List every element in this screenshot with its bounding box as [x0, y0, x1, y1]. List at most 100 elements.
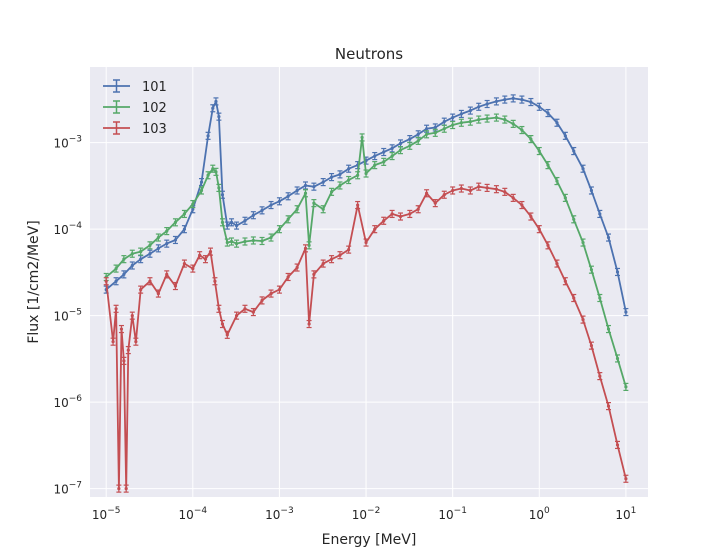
x-tick-label: 101 [615, 506, 636, 522]
plot-area [90, 67, 648, 497]
data-point [214, 99, 218, 104]
data-point [468, 108, 472, 113]
x-tick-base: 10 [352, 508, 367, 522]
data-point [122, 257, 126, 261]
data-point [191, 207, 195, 211]
data-point [220, 193, 225, 197]
data-point [581, 318, 585, 322]
data-point [511, 122, 515, 126]
data-point [114, 266, 118, 271]
data-point [338, 253, 342, 257]
data-point [173, 220, 178, 224]
data-point [199, 180, 204, 184]
data-point [286, 217, 290, 221]
data-point [139, 288, 143, 292]
data-point [529, 214, 533, 219]
data-point [307, 243, 311, 247]
x-tick-exponent: −3 [280, 506, 293, 516]
data-point [295, 265, 299, 270]
data-point [206, 173, 210, 177]
x-tick-base: 10 [529, 508, 544, 522]
y-tick-labels: 10−710−610−510−410−3 [53, 135, 82, 497]
y-tick-exponent: −4 [69, 221, 83, 231]
data-point [606, 327, 611, 331]
data-point [211, 106, 215, 110]
data-point [277, 288, 282, 292]
data-point [260, 239, 264, 243]
data-point [494, 115, 499, 120]
data-point [312, 185, 316, 189]
data-point [459, 112, 463, 116]
data-point [321, 261, 325, 266]
data-point [555, 179, 559, 183]
x-tick-base: 10 [265, 508, 280, 522]
data-point [485, 116, 489, 121]
data-point [520, 203, 524, 207]
data-point [234, 223, 239, 228]
data-point [312, 272, 316, 276]
data-point [624, 385, 628, 389]
data-point [191, 266, 195, 271]
x-tick-labels: 10−5 10−4 10−3 10−2 10−1 100 101 [92, 506, 636, 522]
data-point [451, 123, 455, 127]
data-point [606, 404, 611, 408]
x-tick-exponent: −4 [194, 506, 208, 516]
data-point [581, 240, 585, 245]
x-tick-label: 10−5 [92, 506, 121, 522]
data-point [459, 121, 463, 125]
data-point [563, 196, 567, 200]
data-point [182, 261, 187, 266]
data-point [111, 340, 115, 344]
data-point [234, 242, 239, 246]
data-point [416, 132, 420, 136]
data-point [477, 185, 481, 189]
data-point [529, 100, 533, 104]
series-103 [103, 182, 629, 493]
data-point [114, 279, 118, 283]
data-point [390, 146, 394, 150]
data-point [477, 117, 481, 122]
data-point [503, 97, 507, 102]
data-point [165, 229, 169, 233]
data-point [563, 134, 567, 138]
data-point [220, 322, 225, 326]
data-point [307, 322, 311, 326]
data-point [182, 227, 187, 231]
data-point [347, 167, 351, 171]
data-point [213, 279, 217, 283]
data-point [217, 115, 221, 119]
data-point [408, 137, 412, 141]
legend-label-102: 102 [142, 101, 167, 116]
x-tick-base: 10 [615, 508, 630, 522]
data-point [408, 144, 412, 148]
data-point [520, 97, 524, 102]
data-point [356, 203, 360, 207]
data-point [485, 186, 489, 190]
data-point [119, 327, 124, 331]
legend-label-101: 101 [142, 80, 167, 95]
data-point [424, 127, 429, 131]
data-point [433, 131, 437, 135]
data-point [555, 261, 559, 266]
x-tick-exponent: 1 [631, 506, 637, 516]
data-point [572, 149, 576, 153]
data-point [277, 227, 282, 231]
x-tick-exponent: −5 [107, 506, 120, 516]
data-point [416, 139, 420, 143]
y-axis-label: Flux [1/cm2/MeV] [26, 220, 42, 343]
data-point [269, 235, 273, 240]
data-point [511, 196, 515, 200]
data-point [229, 239, 234, 244]
data-point [364, 171, 368, 176]
data-point [277, 199, 282, 203]
data-point [225, 223, 229, 228]
data-point [139, 250, 143, 254]
data-point [225, 333, 229, 337]
data-point [424, 132, 429, 136]
data-point [286, 275, 290, 279]
y-tick-exponent: −5 [69, 308, 82, 318]
y-tick-label: 10−3 [53, 135, 82, 151]
data-point [382, 160, 386, 164]
data-point [130, 314, 134, 318]
